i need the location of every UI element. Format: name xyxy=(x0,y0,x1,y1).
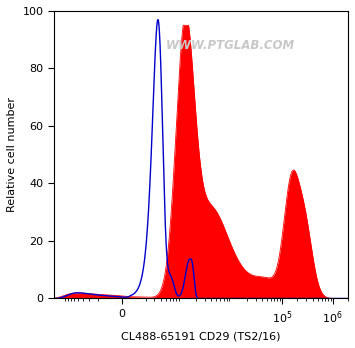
Y-axis label: Relative cell number: Relative cell number xyxy=(7,97,17,212)
X-axis label: CL488-65191 CD29 (TS2/16): CL488-65191 CD29 (TS2/16) xyxy=(121,331,281,341)
Text: WWW.PTGLAB.COM: WWW.PTGLAB.COM xyxy=(166,39,295,52)
